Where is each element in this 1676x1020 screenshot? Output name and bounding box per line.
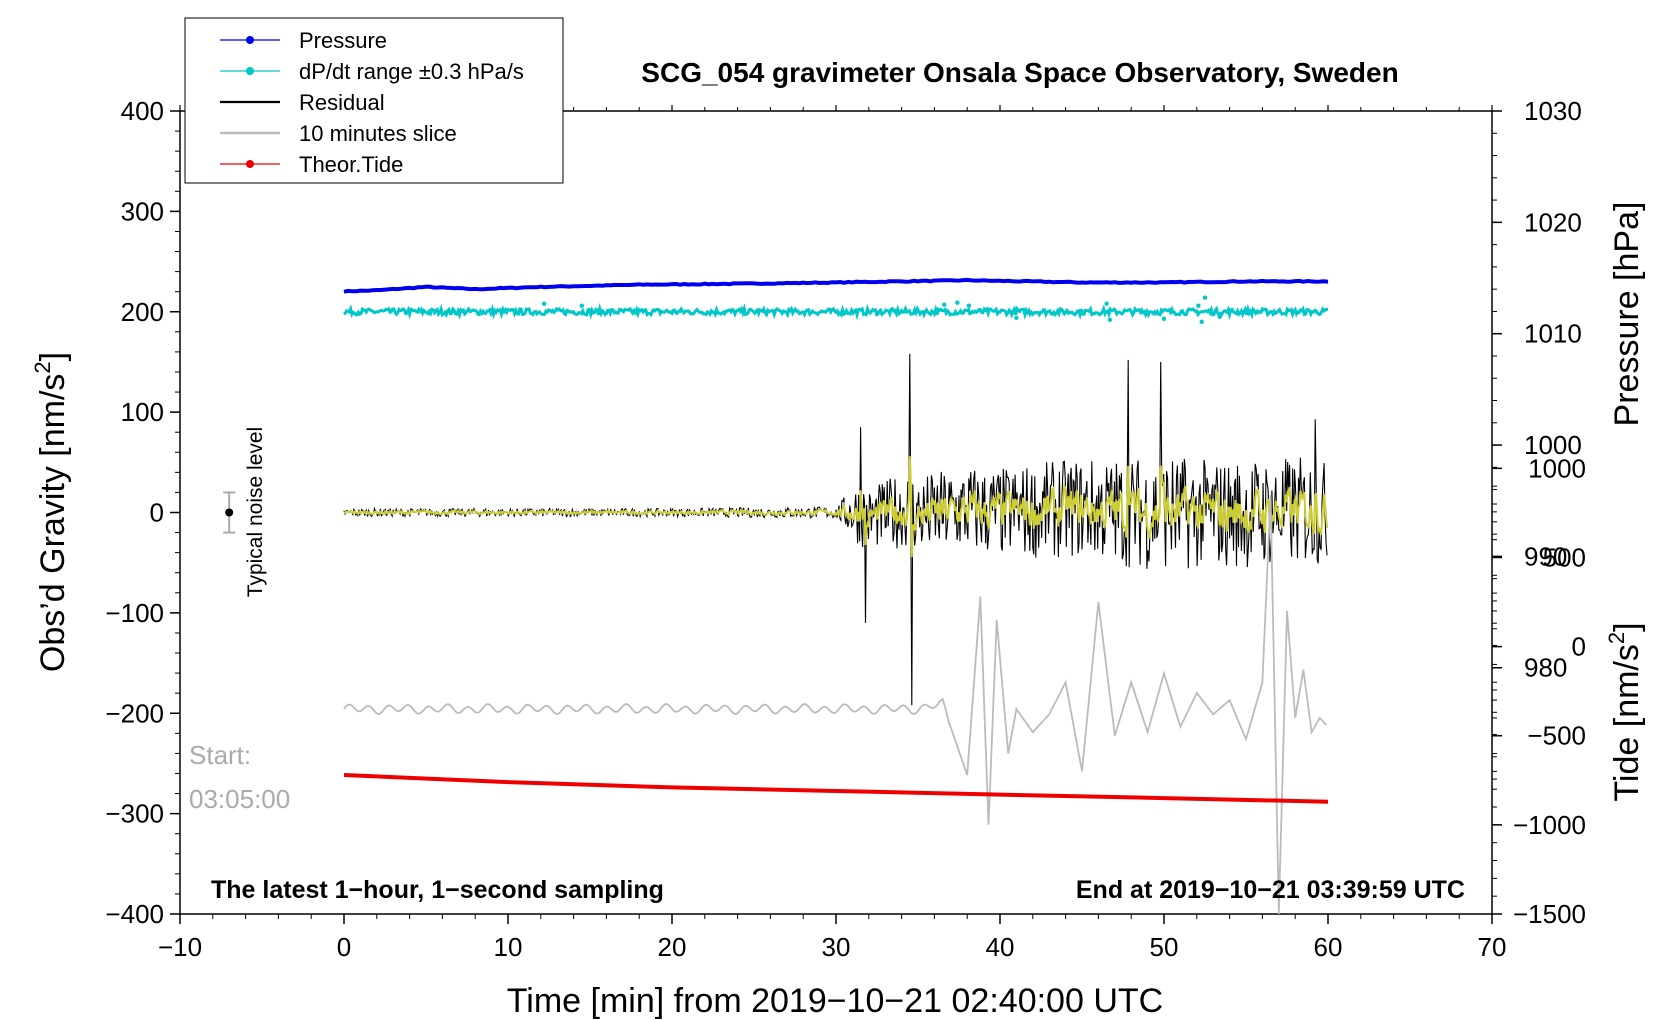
legend-box [184, 17, 564, 184]
y-tick-label: 200 [121, 297, 164, 327]
dpdt-outlier-point [1104, 301, 1109, 306]
y-tick-label: −300 [105, 799, 164, 829]
start-time: 03:05:00 [189, 784, 290, 814]
dpdt-outlier-point [1107, 317, 1113, 322]
dpdt-outlier-point [1217, 314, 1222, 319]
dpdt-outlier-point [1202, 295, 1208, 300]
tide-axis-label-sup: 2 [1604, 632, 1629, 644]
x-tick-label: 60 [1314, 932, 1343, 962]
tide-tick-label: −1500 [1513, 899, 1586, 929]
x-tick-label: 30 [822, 932, 851, 962]
dpdt-outlier-point [1014, 315, 1019, 320]
ten-minute-slice-line [343, 495, 1328, 915]
pressure-tick-label: 1010 [1524, 319, 1582, 349]
series-layer [223, 277, 1329, 915]
pressure-series-line [343, 277, 1329, 294]
y-tick-label: −400 [105, 899, 164, 929]
dpdt-outlier-point [579, 303, 584, 308]
tide-axis-label-end: ] [1608, 622, 1646, 631]
y-tick-label: −200 [105, 698, 164, 728]
y-axis-label-sup: 2 [30, 361, 55, 373]
x-tick-label: −10 [158, 932, 202, 962]
x-tick-label: 40 [986, 932, 1015, 962]
legend-entry-label: 10 minutes slice [299, 121, 457, 146]
pressure-tick-label: 990 [1524, 541, 1567, 571]
dpdt-outlier-point [966, 303, 972, 308]
noise-level-label: Typical noise level [244, 427, 267, 597]
pressure-axis-label: Pressure [hPa] [1608, 202, 1646, 427]
dpdt-outlier-point [942, 302, 947, 307]
theoretical-tide-line [343, 773, 1329, 804]
start-label: Start: [189, 740, 251, 770]
dpdt-outlier-point [541, 301, 547, 306]
dpdt-series-line [342, 302, 1329, 321]
legend-entry-label: Theor.Tide [299, 152, 403, 177]
x-axis-label: Time [min] from 2019−10−21 02:40:00 UTC [507, 982, 1163, 1020]
tide-tick-label: 1000 [1528, 453, 1586, 483]
tide-axis-label-main: Tide [nm/s [1608, 644, 1646, 801]
y-tick-label: 100 [121, 397, 164, 427]
pressure-tick-label: 1000 [1524, 430, 1582, 460]
x-tick-label: 70 [1478, 932, 1507, 962]
dpdt-outlier-point [955, 300, 960, 305]
legend-entry-label: Residual [299, 90, 385, 115]
dpdt-outlier-point [1199, 319, 1204, 324]
tide-tick-label: −500 [1527, 721, 1586, 751]
legend: Pressure dP/dt range ±0.3 hPa/s Residual 10… [184, 17, 564, 184]
y-axis-label-main: Obs’d Gravity [nm/s [34, 374, 72, 673]
legend-marker-sample [246, 36, 254, 44]
tide-axis-label: Tide [nm/s2] [1604, 622, 1646, 801]
dpdt-outlier-point [1161, 316, 1167, 321]
y-axis-label: Obs’d Gravity [nm/s2] [30, 352, 72, 672]
pressure-tick-label: 1020 [1524, 207, 1582, 237]
tide-tick-label: 500 [1543, 542, 1586, 572]
pressure-tick-label: 1030 [1524, 96, 1582, 126]
tide-tick-label: 0 [1572, 632, 1586, 662]
dpdt-outlier-point [1196, 303, 1201, 308]
x-tick-label: 20 [658, 932, 687, 962]
legend-entry-label: dP/dt range ±0.3 hPa/s [299, 59, 524, 84]
x-tick-label: 0 [337, 932, 351, 962]
x-tick-label: 10 [494, 932, 523, 962]
footer-left-note: The latest 1−hour, 1−second sampling [211, 876, 664, 904]
y-tick-label: 0 [150, 498, 164, 528]
filtered-residual-line [343, 456, 1328, 558]
noise-level-point [225, 508, 234, 517]
legend-marker-sample [246, 67, 254, 75]
legend-marker-sample [246, 160, 254, 168]
axes-layer: −10 0 10 20 30 40 50 60 704003002001000−100−200−… [105, 96, 1586, 962]
y-axis-label-end: ] [34, 352, 72, 361]
x-tick-label: 50 [1150, 932, 1179, 962]
tide-tick-label: −1000 [1513, 810, 1586, 840]
y-tick-label: 400 [121, 96, 164, 126]
y-tick-label: −100 [105, 598, 164, 628]
chart-title: SCG_054 gravimeter Onsala Space Observat… [641, 57, 1398, 88]
legend-entry-label: Pressure [299, 28, 387, 53]
pressure-tick-label: 980 [1524, 653, 1567, 683]
y-tick-label: 300 [121, 196, 164, 226]
footer-right-note: End at 2019−10−21 03:39:59 UTC [1076, 876, 1465, 904]
